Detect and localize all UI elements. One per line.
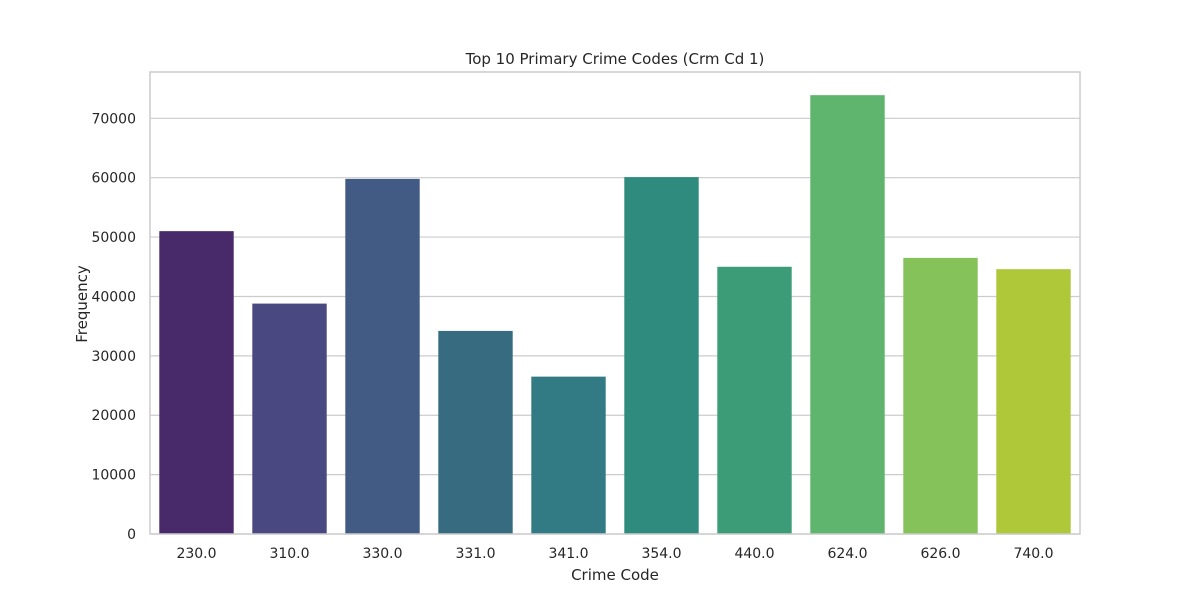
bar-354-0 xyxy=(624,177,699,534)
x-tick-label: 440.0 xyxy=(734,546,774,562)
y-tick-label: 50000 xyxy=(91,230,136,246)
plot-frame xyxy=(149,71,1081,535)
x-tick-label: 331.0 xyxy=(455,546,495,562)
chart-title: Top 10 Primary Crime Codes (Crm Cd 1) xyxy=(465,50,765,68)
y-tick-label: 70000 xyxy=(91,111,136,127)
x-tick-label: 341.0 xyxy=(548,546,588,562)
y-tick-label: 0 xyxy=(127,527,136,543)
x-tick-label: 330.0 xyxy=(362,546,402,562)
x-tick-label: 230.0 xyxy=(176,546,216,562)
x-tick-label: 626.0 xyxy=(920,546,960,562)
bar-440-0 xyxy=(717,266,792,534)
x-tick-label: 354.0 xyxy=(641,546,681,562)
bars xyxy=(159,95,1071,534)
bar-230-0 xyxy=(159,231,234,534)
bar-310-0 xyxy=(252,303,327,534)
bar-330-0 xyxy=(345,178,420,534)
x-tick-label: 310.0 xyxy=(269,546,309,562)
bar-331-0 xyxy=(438,330,513,534)
y-tick-label: 30000 xyxy=(91,349,136,365)
bar-341-0 xyxy=(531,376,606,534)
y-tick-label: 40000 xyxy=(91,289,136,305)
x-tick-label: 624.0 xyxy=(827,546,867,562)
bar-624-0 xyxy=(810,95,885,534)
y-tick-labels: 0 10000 20000 30000 40000 50000 60000 70000 xyxy=(91,111,136,543)
y-tick-label: 10000 xyxy=(91,468,136,484)
x-axis-label: Crime Code xyxy=(571,566,659,584)
bar-626-0 xyxy=(903,257,978,534)
x-tick-labels: 230.0 310.0 330.0 331.0 341.0 354.0 440.0 624.0… xyxy=(176,546,1053,562)
y-tick-label: 20000 xyxy=(91,408,136,424)
y-tick-label: 60000 xyxy=(91,171,136,187)
x-tick-label: 740.0 xyxy=(1013,546,1053,562)
y-axis-label: Frequency xyxy=(73,265,91,343)
bar-740-0 xyxy=(996,269,1071,534)
